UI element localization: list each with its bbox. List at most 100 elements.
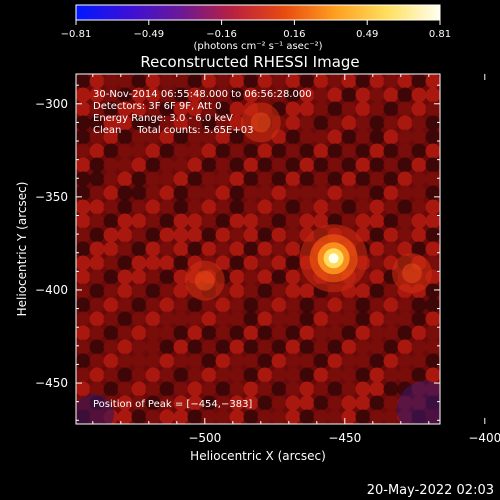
heatmap-cell — [117, 227, 133, 243]
info-clean-counts: Clean Total counts: 5.65E+03 — [93, 125, 253, 136]
heatmap-cell — [103, 353, 119, 369]
heatmap-cell — [285, 157, 301, 173]
heatmap-cell — [131, 101, 147, 117]
heatmap-cell — [313, 325, 329, 341]
heatmap-cell — [411, 143, 427, 159]
heatmap-cell — [117, 213, 133, 229]
heatmap-cell — [131, 87, 147, 103]
heatmap-cell — [285, 227, 301, 243]
heatmap-cell — [271, 143, 287, 159]
heatmap-cell — [285, 143, 301, 159]
heatmap-cell — [76, 381, 91, 397]
heatmap-cell — [257, 367, 273, 383]
heatmap-cell — [299, 409, 315, 424]
heatmap-cell — [159, 227, 175, 243]
heatmap-cell — [257, 213, 273, 229]
heatmap-cell — [327, 115, 343, 131]
heatmap-cell — [215, 381, 231, 397]
heatmap-cell — [411, 297, 427, 313]
heatmap-cell — [285, 87, 301, 103]
heatmap-cell — [159, 269, 175, 285]
heatmap-cell — [313, 297, 329, 313]
y-tick-label: −450 — [35, 376, 68, 390]
heatmap-cell — [243, 157, 259, 173]
heatmap-cell — [159, 185, 175, 201]
heatmap-cell — [355, 157, 371, 173]
heatmap-cell — [327, 311, 343, 327]
heatmap-cell — [187, 115, 203, 131]
heatmap-cell — [355, 87, 371, 103]
secondary-source — [250, 112, 271, 133]
heatmap-cell — [76, 199, 91, 215]
heatmap-cell — [159, 311, 175, 327]
heatmap-cell — [383, 409, 399, 424]
heatmap-cell — [257, 199, 273, 215]
heatmap-cell — [397, 339, 413, 355]
heatmap-cell — [327, 339, 343, 355]
heatmap-cell — [285, 269, 301, 285]
heatmap-cell — [257, 283, 273, 299]
heatmap-cell — [159, 171, 175, 187]
heatmap-cell — [201, 227, 217, 243]
heatmap-cell — [299, 325, 315, 341]
heatmap-cell — [229, 185, 245, 201]
heatmap-cell — [215, 143, 231, 159]
heatmap-cell — [173, 171, 189, 187]
heatmap-cell — [383, 171, 399, 187]
heatmap-cell — [243, 87, 259, 103]
heatmap-cell — [327, 395, 343, 411]
heatmap-cell — [243, 311, 259, 327]
heatmap-cell — [76, 269, 91, 285]
heatmap-cell — [271, 395, 287, 411]
heatmap-cell — [341, 367, 357, 383]
heatmap-cell — [103, 171, 119, 187]
heatmap-cell — [76, 227, 91, 243]
heatmap-cell — [159, 74, 175, 89]
heatmap-cell — [103, 143, 119, 159]
heatmap-cell — [187, 409, 203, 424]
heatmap-cell — [215, 325, 231, 341]
heatmap-cell — [411, 367, 427, 383]
heatmap-cell — [369, 367, 385, 383]
heatmap-cell — [257, 185, 273, 201]
heatmap-cell — [76, 157, 91, 173]
heatmap-cell — [243, 269, 259, 285]
heatmap-cell — [229, 87, 245, 103]
heatmap-cell — [229, 129, 245, 145]
heatmap-cell — [159, 87, 175, 103]
heatmap-cell — [271, 171, 287, 187]
heatmap-cell — [145, 129, 161, 145]
heatmap-cell — [173, 367, 189, 383]
heatmap-cell — [397, 367, 413, 383]
heatmap-cell — [173, 339, 189, 355]
info-detectors: Detectors: 3F 6F 9F, Att 0 — [93, 101, 221, 112]
heatmap-cell — [117, 199, 133, 215]
heatmap-cell — [425, 339, 440, 355]
negative-region — [397, 381, 440, 424]
heatmap-cell — [89, 74, 105, 89]
heatmap-cell — [383, 395, 399, 411]
heatmap-cell — [285, 395, 301, 411]
heatmap-cell — [145, 227, 161, 243]
heatmap-cell — [187, 381, 203, 397]
heatmap-cell — [201, 353, 217, 369]
heatmap-cell — [383, 353, 399, 369]
heatmap-cell — [103, 325, 119, 341]
heatmap-cell — [383, 199, 399, 215]
heatmap-cell — [257, 74, 273, 89]
heatmap-cell — [243, 283, 259, 299]
heatmap-cell — [285, 129, 301, 145]
heatmap-cell — [131, 283, 147, 299]
heatmap-cell — [369, 255, 385, 271]
colorbar-tick-label: 0.16 — [283, 29, 305, 40]
heatmap-cell — [425, 143, 440, 159]
heatmap-cell — [397, 143, 413, 159]
heatmap-cell — [229, 157, 245, 173]
heatmap-cell — [201, 101, 217, 117]
heatmap-cell — [159, 255, 175, 271]
heatmap-cell — [215, 409, 231, 424]
heatmap-cell — [76, 325, 91, 341]
heatmap-cell — [397, 227, 413, 243]
heatmap-cell — [187, 171, 203, 187]
heatmap-cell — [369, 199, 385, 215]
